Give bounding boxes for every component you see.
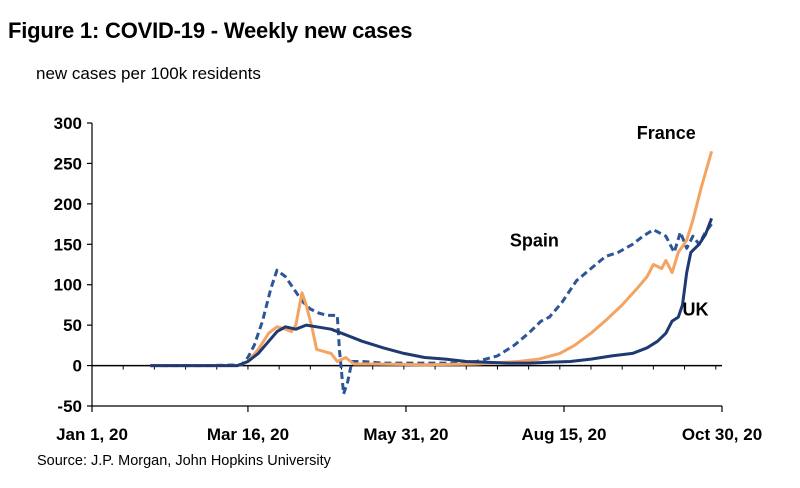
series-line-spain: [150, 223, 713, 396]
series-label-france: France: [637, 123, 696, 143]
x-tick-label: Jan 1, 20: [56, 425, 128, 444]
chart-title: Figure 1: COVID-19 - Weekly new cases: [8, 18, 413, 43]
y-tick-label: 300: [54, 114, 82, 133]
x-tick-label: Mar 16, 20: [207, 425, 289, 444]
x-tick-label: Aug 15, 20: [521, 425, 606, 444]
series-group: [150, 150, 714, 396]
x-axis: Jan 1, 20 Mar 16, 20 May 31, 20 Aug 15, 20 O…: [56, 364, 762, 444]
y-tick-label: 100: [54, 276, 82, 295]
y-tick-label: 150: [54, 235, 82, 254]
series-line-france: [150, 150, 714, 368]
series-label-spain: Spain: [510, 231, 559, 251]
y-tick-label: 250: [54, 154, 82, 173]
source-note: Source: J.P. Morgan, John Hopkins Univer…: [37, 453, 331, 469]
x-tick-label: May 31, 20: [363, 425, 448, 444]
series-line-uk: [150, 217, 714, 368]
y-axis: 300 250 200 150 100 50 0 -50: [54, 114, 93, 416]
x-tick-label: Oct 30, 20: [682, 425, 762, 444]
series-labels: Spain France UK: [510, 123, 709, 319]
series-label-uk: UK: [682, 299, 708, 319]
chart-subtitle: new cases per 100k residents: [36, 64, 261, 83]
y-tick-label: 50: [63, 316, 82, 335]
y-tick-label: 200: [54, 195, 82, 214]
y-tick-label: 0: [73, 357, 82, 376]
y-tick-label: -50: [57, 397, 82, 416]
